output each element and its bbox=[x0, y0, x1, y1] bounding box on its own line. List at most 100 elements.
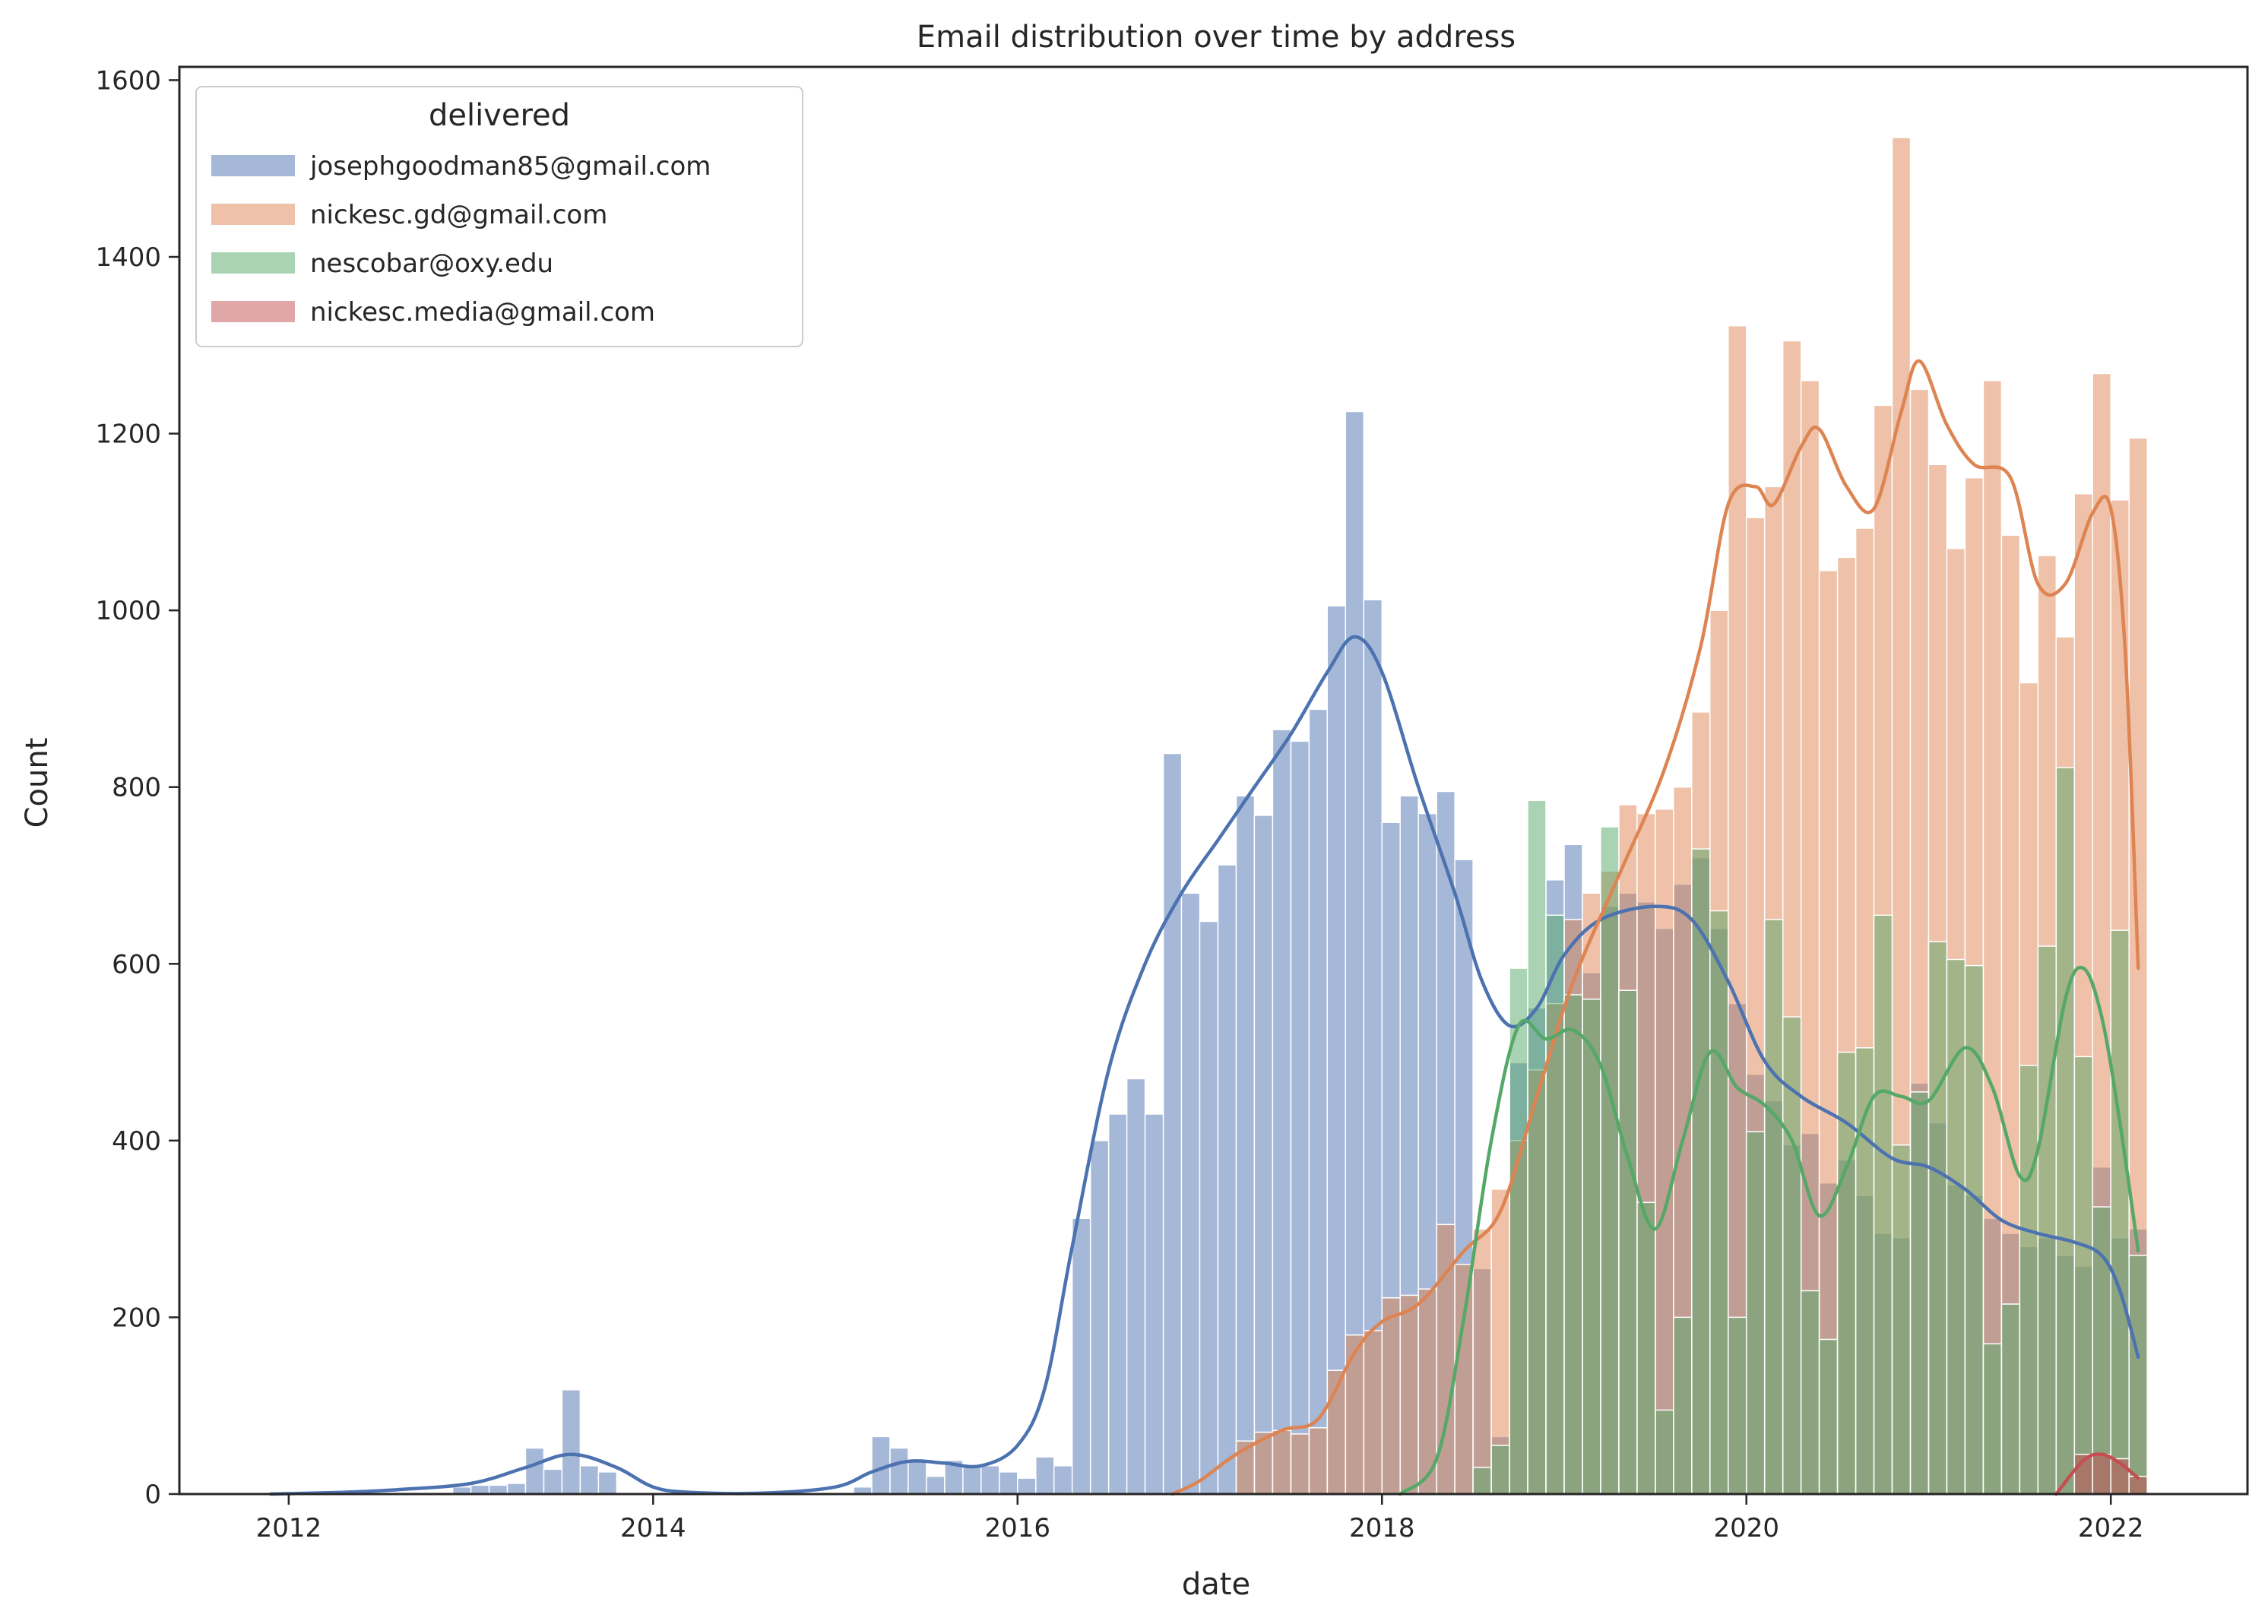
bar-0-31 bbox=[1253, 815, 1274, 1495]
y-tick-label-2: 400 bbox=[112, 1126, 161, 1157]
bar-2-1 bbox=[1490, 1445, 1510, 1495]
bar-1-4 bbox=[1308, 1427, 1329, 1495]
bar-0-30 bbox=[1235, 795, 1256, 1495]
bar-2-2 bbox=[1509, 967, 1528, 1495]
x-tick-label-3: 2018 bbox=[1349, 1513, 1415, 1543]
bar-2-6 bbox=[1582, 999, 1601, 1495]
bar-2-28 bbox=[1982, 1343, 2003, 1495]
bar-2-11 bbox=[1673, 1316, 1693, 1495]
y-tick-label-0: 0 bbox=[144, 1480, 161, 1510]
bar-1-3 bbox=[1290, 1433, 1310, 1495]
bar-0-26 bbox=[1162, 752, 1183, 1495]
bar-3-1 bbox=[2092, 1453, 2111, 1495]
kde-line-2 bbox=[1398, 965, 2140, 1496]
bar-2-13 bbox=[1709, 910, 1729, 1495]
bar-1-2 bbox=[1272, 1429, 1292, 1495]
bar-0-29 bbox=[1217, 864, 1237, 1495]
x-tick-label-5: 2022 bbox=[2078, 1513, 2144, 1543]
bar-0-13 bbox=[926, 1475, 946, 1495]
bar-2-0 bbox=[1472, 1467, 1492, 1495]
bar-2-31 bbox=[2037, 945, 2057, 1495]
bar-0-35 bbox=[1326, 605, 1347, 1495]
legend-box bbox=[195, 86, 803, 347]
x-tick-label-1: 2014 bbox=[620, 1513, 686, 1543]
bar-2-36 bbox=[2128, 1255, 2148, 1495]
legend-swatch-2 bbox=[211, 252, 295, 274]
bar-1-27 bbox=[1728, 324, 1747, 1495]
y-tick-label-3: 600 bbox=[112, 949, 161, 980]
bar-2-24 bbox=[1909, 1091, 1930, 1495]
bar-2-30 bbox=[2019, 1065, 2039, 1495]
bar-0-22 bbox=[1089, 1140, 1110, 1495]
bar-2-9 bbox=[1636, 1201, 1656, 1495]
x-tick-label-0: 2012 bbox=[256, 1513, 322, 1543]
bar-0-8 bbox=[597, 1471, 618, 1495]
legend-label-3: nickesc.media@gmail.com bbox=[310, 297, 655, 328]
kde-line-1 bbox=[1170, 359, 2140, 1496]
bar-2-10 bbox=[1655, 1409, 1674, 1495]
bar-0-6 bbox=[561, 1389, 581, 1495]
bar-2-19 bbox=[1818, 1338, 1839, 1495]
bar-2-25 bbox=[1927, 941, 1948, 1495]
bar-1-13 bbox=[1472, 1228, 1492, 1495]
bar-2-3 bbox=[1527, 799, 1547, 1495]
histogram-bars bbox=[451, 137, 2148, 1495]
bar-2-16 bbox=[1763, 919, 1784, 1495]
bar-0-12 bbox=[908, 1460, 927, 1495]
chart-title: Email distribution over time by address bbox=[917, 20, 1516, 55]
y-tick-label-1: 200 bbox=[112, 1303, 161, 1333]
bar-0-24 bbox=[1126, 1078, 1146, 1495]
bar-2-22 bbox=[1873, 914, 1893, 1495]
bar-1-5 bbox=[1326, 1369, 1347, 1495]
bar-2-17 bbox=[1782, 1016, 1802, 1495]
bar-0-7 bbox=[579, 1465, 600, 1495]
bar-2-5 bbox=[1563, 994, 1583, 1495]
bar-0-18 bbox=[1017, 1477, 1037, 1495]
bar-2-8 bbox=[1618, 989, 1638, 1495]
bar-0-33 bbox=[1290, 740, 1310, 1495]
bar-1-23 bbox=[1655, 809, 1674, 1495]
bar-0-28 bbox=[1199, 920, 1219, 1495]
y-tick-label-7: 1400 bbox=[95, 242, 161, 273]
legend-swatch-3 bbox=[211, 301, 295, 322]
legend-label-0: josephgoodman85@gmail.com bbox=[309, 151, 711, 182]
bar-0-32 bbox=[1272, 729, 1292, 1495]
x-tick-label-2: 2016 bbox=[985, 1513, 1051, 1543]
kde-line-3 bbox=[2054, 1452, 2140, 1496]
legend-label-2: nescobar@oxy.edu bbox=[310, 249, 553, 279]
bar-2-32 bbox=[2055, 767, 2076, 1495]
bar-2-35 bbox=[2110, 929, 2130, 1495]
bar-2-18 bbox=[1800, 1290, 1820, 1495]
legend: delivered josephgoodman85@gmail.com nicke… bbox=[195, 86, 803, 347]
bar-0-20 bbox=[1053, 1465, 1073, 1495]
bar-2-29 bbox=[2000, 1303, 2021, 1495]
bar-0-17 bbox=[999, 1471, 1018, 1495]
bar-0-5 bbox=[543, 1468, 563, 1495]
bar-0-16 bbox=[980, 1465, 1000, 1495]
bar-2-7 bbox=[1600, 826, 1620, 1495]
bar-2-14 bbox=[1728, 1316, 1747, 1495]
bar-2-12 bbox=[1691, 848, 1711, 1495]
bar-0-11 bbox=[889, 1447, 909, 1495]
bar-0-3 bbox=[506, 1483, 527, 1495]
bar-2-4 bbox=[1545, 914, 1565, 1495]
y-tick-label-5: 1000 bbox=[95, 596, 161, 626]
bar-1-9 bbox=[1399, 1294, 1419, 1495]
x-axis-label: date bbox=[1182, 1567, 1250, 1602]
bar-1-8 bbox=[1381, 1297, 1402, 1495]
bar-0-27 bbox=[1180, 892, 1201, 1495]
bar-0-34 bbox=[1308, 708, 1329, 1495]
bar-0-21 bbox=[1071, 1217, 1091, 1495]
axes: 2012 2014 2016 2018 2020 2022 0 200 400 600 800 100… bbox=[95, 65, 2249, 1543]
bar-0-19 bbox=[1035, 1456, 1055, 1495]
legend-swatch-0 bbox=[211, 155, 295, 176]
bar-2-23 bbox=[1891, 1144, 1912, 1495]
bar-1-12 bbox=[1454, 1263, 1474, 1495]
bar-2-26 bbox=[1946, 958, 1966, 1495]
bar-2-15 bbox=[1745, 1131, 1766, 1495]
plot-frame bbox=[178, 65, 2249, 1496]
bar-0-1 bbox=[470, 1484, 490, 1495]
bar-0-36 bbox=[1345, 410, 1365, 1495]
bar-0-2 bbox=[488, 1484, 508, 1495]
